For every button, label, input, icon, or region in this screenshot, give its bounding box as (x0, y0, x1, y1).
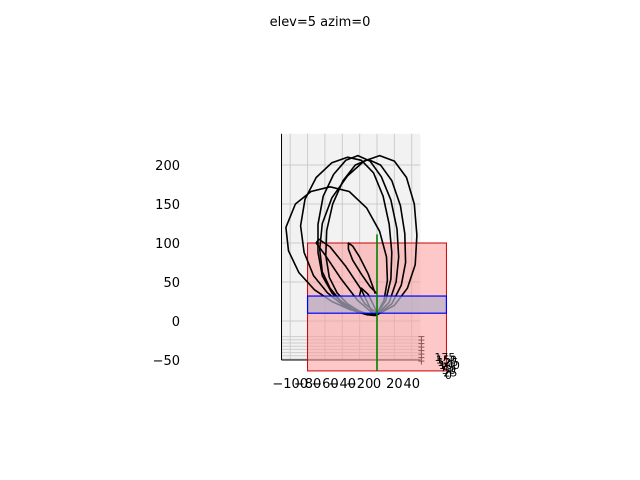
x-tick-label: −20 (346, 377, 373, 392)
y-tick-label: 0 (445, 369, 452, 382)
z-tick-label: 100 (155, 237, 180, 252)
z-tick-label: 150 (155, 198, 180, 213)
x-tick-label: 0 (373, 377, 381, 392)
z-tick-label: 50 (163, 276, 180, 291)
z-tick-label: 200 (155, 159, 180, 174)
z-tick-label: −50 (153, 354, 180, 369)
y-tick-label: 25 (443, 367, 457, 380)
y-tick-label: 125 (437, 356, 458, 369)
z-tick-label: 0 (172, 315, 180, 330)
x-tick-label: −80 (294, 377, 321, 392)
x-tick-label: −40 (329, 377, 356, 392)
curve-series-7 (315, 238, 374, 314)
curve-series-6 (347, 242, 378, 295)
y-tick-label: 50 (442, 364, 456, 377)
x-tick-label: −60 (311, 377, 338, 392)
z-tick-labels: −50 0 50 100 150 200 (153, 159, 180, 369)
chart-title: elev=5 azim=0 (270, 15, 371, 30)
y-tick-label: 150 (436, 354, 457, 367)
x-tick-label: −100 (272, 377, 308, 392)
y-tick-label: 175 (434, 351, 455, 364)
x-tick-label: 40 (403, 377, 420, 392)
y-tick-label: 75 (440, 361, 454, 374)
x-tick-labels: −100−80−60−40−20 0 20 40 (272, 377, 420, 392)
y-tick-label: 100 (439, 359, 460, 372)
x-tick-label: 20 (386, 377, 403, 392)
